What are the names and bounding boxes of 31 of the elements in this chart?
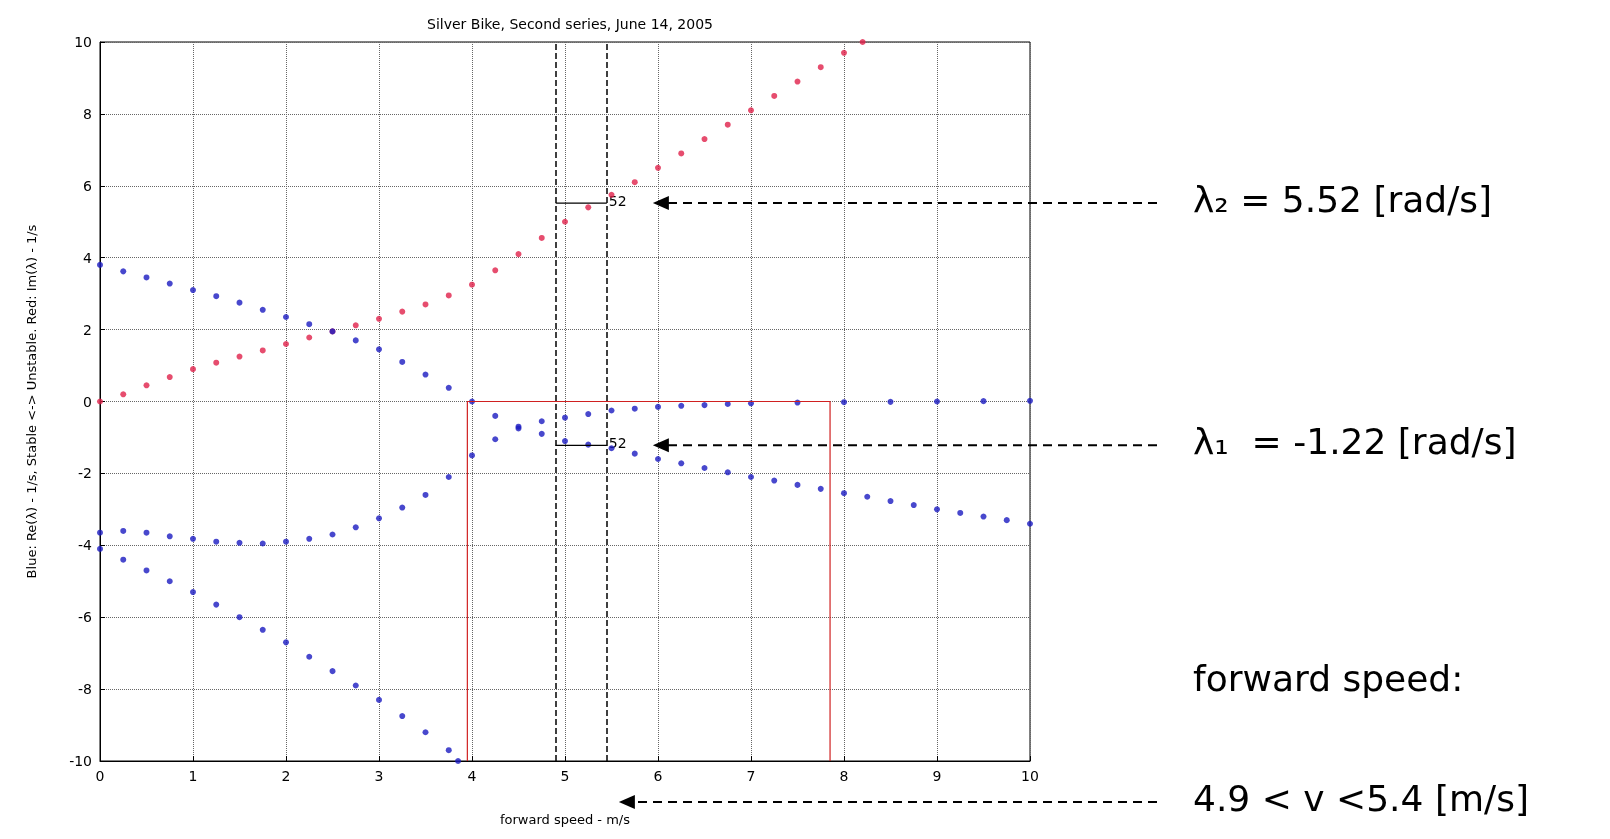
y-tick-label: 0 <box>83 393 92 410</box>
text: λ₁ = -1.22 [rad/s] <box>1193 420 1517 462</box>
y-tick-label: -4 <box>78 537 93 554</box>
y-tick-label: 10 <box>74 34 92 50</box>
x-tick-label: 1 <box>188 768 198 784</box>
y-tick-label: 8 <box>83 105 92 122</box>
x-tick-label: 10 <box>1021 768 1039 784</box>
y-tick-label: -6 <box>78 609 93 626</box>
x-tick-label: 5 <box>560 768 570 784</box>
y-tick-label: -8 <box>78 681 92 698</box>
y-tick-label: -2 <box>78 465 92 482</box>
annotation: 52 <box>608 435 627 452</box>
text: forward speed: <box>1193 657 1464 699</box>
x-tick-label: 6 <box>653 768 663 784</box>
x-axis-title: forward speed - m/s <box>499 812 631 827</box>
chart-title: Silver Bike, Second series, June 14, 2005 <box>426 16 714 32</box>
x-tick-label: 4 <box>467 768 477 784</box>
x-tick-label: 9 <box>932 768 942 784</box>
y-tick-label: 2 <box>83 321 92 338</box>
y-axis-title: Blue: Re(λ) - 1/s, Stable <-> Unstable. Red: Im(λ) - 1/s <box>24 224 39 579</box>
x-tick-label: 2 <box>281 768 291 784</box>
text: λ₂ = 5.52 [rad/s] <box>1193 178 1493 220</box>
annotation: 52 <box>608 193 627 210</box>
y-tick-label: 6 <box>83 177 93 194</box>
x-tick-label: 3 <box>374 768 384 784</box>
x-tick-label: 7 <box>746 768 756 784</box>
text: 4.9 < v <5.4 [m/s] <box>1193 777 1529 819</box>
x-tick-label: 0 <box>95 768 105 784</box>
y-tick-label: 4 <box>83 249 93 266</box>
x-tick-label: 8 <box>839 768 849 784</box>
y-tick-label: -10 <box>69 753 92 769</box>
